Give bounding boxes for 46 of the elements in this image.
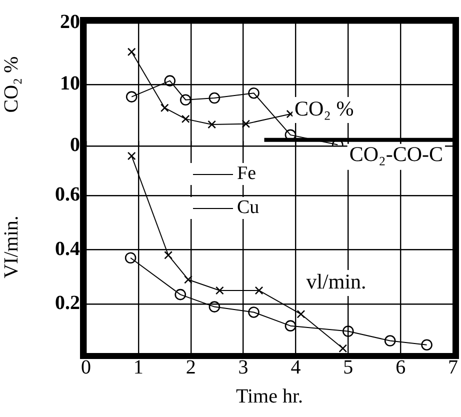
point	[208, 92, 220, 104]
x-tick-label: 3	[238, 356, 248, 378]
point	[127, 152, 136, 160]
y-axis-title: CO₂ %	[0, 56, 22, 113]
point	[384, 335, 396, 346]
point	[342, 326, 354, 337]
y-tick-label: 20	[60, 11, 80, 34]
point	[181, 114, 190, 124]
point	[242, 120, 250, 128]
point	[216, 286, 224, 295]
x-tick-label: 2	[186, 356, 196, 378]
point	[254, 286, 264, 295]
point	[126, 91, 138, 102]
point	[284, 320, 296, 332]
y-tick-label: 0.4	[55, 238, 80, 260]
y-tick-label: 10	[60, 72, 80, 95]
point	[296, 310, 306, 318]
annotation: vl/min.	[306, 270, 366, 294]
x-tick-label: 6	[396, 356, 406, 378]
point	[248, 306, 260, 318]
y-axis-title: VI/min.	[0, 216, 22, 278]
point	[421, 339, 432, 350]
y-tick-label: 0.2	[55, 292, 80, 314]
legend-label: Fe	[237, 163, 256, 185]
legend-label: Cu	[237, 197, 260, 219]
x-tick-label: 7	[448, 356, 458, 378]
x-axis-title: Time hr.	[236, 385, 304, 408]
x-tick-label: 4	[290, 356, 301, 378]
y-tick-label: 0	[70, 134, 80, 156]
series-label: CO₂-CO-C	[349, 142, 443, 166]
point	[208, 301, 220, 312]
point	[184, 275, 192, 284]
point	[248, 87, 260, 99]
point	[180, 94, 192, 106]
annotation: CO₂ %	[294, 96, 354, 121]
point	[164, 250, 172, 260]
x-tick-label: 1	[133, 356, 144, 378]
point	[160, 104, 169, 112]
point	[124, 252, 136, 264]
point	[164, 75, 176, 86]
point	[338, 344, 348, 353]
point	[174, 288, 186, 300]
x-tick-label: 5	[343, 356, 354, 378]
y-tick-label: 0.6	[55, 184, 80, 206]
point	[127, 48, 136, 56]
point	[208, 120, 216, 129]
